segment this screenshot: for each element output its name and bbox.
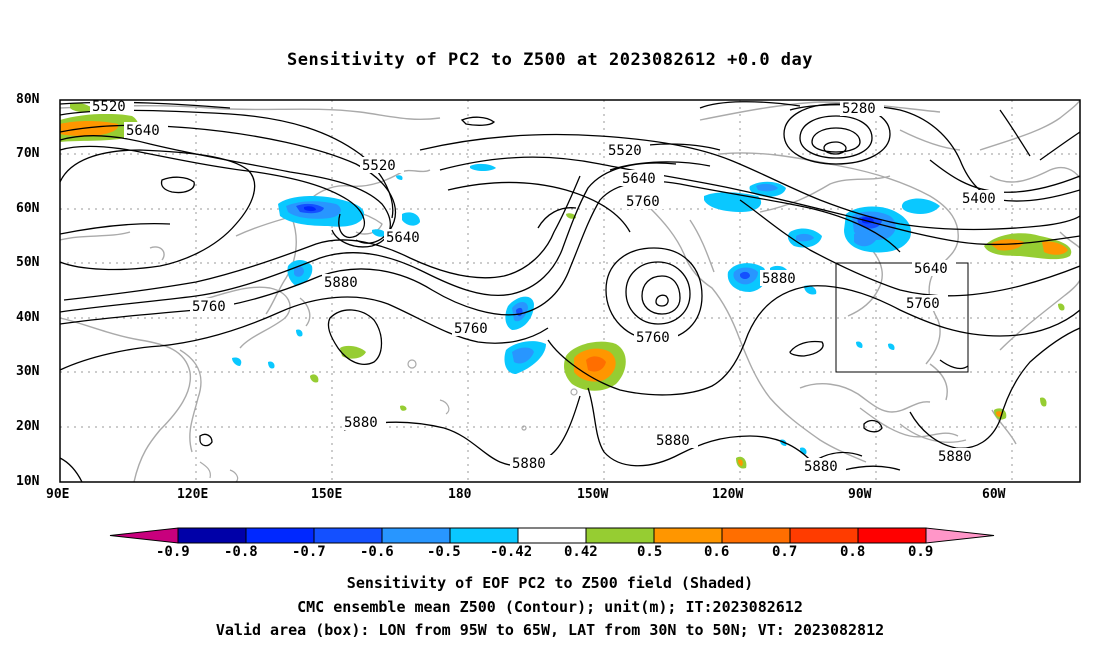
colorbar-label: -0.6 [360, 544, 394, 560]
contour-label: 5760 [192, 299, 226, 315]
map-gridlines [60, 100, 1080, 482]
positive-sensitivity-area-north-pacific [564, 341, 626, 391]
contour-label: 5880 [804, 459, 838, 475]
colorbar-arrow-low [109, 527, 179, 544]
positive-sensitivity-area-minor [310, 213, 1065, 469]
colorbar-segment [313, 527, 383, 544]
colorbar-label: 0.7 [772, 544, 798, 560]
contour-label: 5520 [362, 158, 396, 174]
colorbar-segment [517, 527, 587, 544]
colorbar-label: 0.6 [704, 544, 730, 560]
contour-label: 5760 [636, 330, 670, 346]
map-frame [59, 99, 1081, 483]
contour-label: 5520 [92, 99, 126, 115]
lon-label-90w: 90W [848, 487, 872, 502]
caption-line-1: Sensitivity of EOF PC2 to Z500 field (Sh… [346, 574, 754, 592]
colorbar-label: -0.9 [156, 544, 190, 560]
colorbar-label: -0.42 [490, 544, 533, 560]
lat-label-80n: 80N [16, 92, 40, 107]
colorbar-label: 0.42 [564, 544, 598, 560]
colorbar-label: -0.5 [427, 544, 461, 560]
lon-label-180: 180 [448, 487, 472, 502]
lat-label-70n: 70N [16, 146, 40, 161]
contour-label: 5880 [512, 456, 546, 472]
coastlines [60, 100, 1080, 482]
positive-sensitivity-area-atlantic [984, 233, 1072, 260]
contour-label: 5640 [126, 123, 160, 139]
negative-sensitivity-area-west-coast [727, 263, 817, 295]
lon-label-120w: 120W [712, 487, 744, 502]
contour-label: 5760 [906, 296, 940, 312]
lat-label-40n: 40N [16, 310, 40, 325]
lat-label-30n: 30N [16, 364, 40, 379]
negative-sensitivity-area-hudson [844, 198, 940, 253]
colorbar-segment [789, 527, 859, 544]
lon-label-150w: 150W [577, 487, 609, 502]
colorbar-label: 0.8 [840, 544, 866, 560]
colorbar-label: 0.9 [908, 544, 934, 560]
lat-label-10n: 10N [16, 474, 40, 489]
caption-line-2: CMC ensemble mean Z500 (Contour); unit(m… [297, 598, 803, 616]
contour-label: 5760 [454, 321, 488, 337]
contour-label: 5880 [762, 271, 796, 287]
positive-sensitivity-area-siberia [60, 103, 139, 142]
contour-label: 5880 [656, 433, 690, 449]
colorbar-segment [585, 527, 655, 544]
colorbar-segment [857, 527, 927, 544]
colorbar-segment [245, 527, 315, 544]
contour-label: 5280 [842, 101, 876, 117]
colorbar-segment [721, 527, 791, 544]
lon-label-90e: 90E [46, 487, 70, 502]
contour-label: 5640 [914, 261, 948, 277]
negative-sensitivity-area-canada [704, 181, 822, 248]
negative-sensitivity-area-japan [232, 260, 313, 369]
colorbar-label: -0.7 [292, 544, 326, 560]
contour-labels: 5520 5640 5520 5640 5760 5880 5760 5520 … [90, 99, 1004, 475]
negative-sensitivity-area-central-pacific [504, 296, 546, 374]
contour-label: 5880 [324, 275, 358, 291]
lat-label-50n: 50N [16, 255, 40, 270]
contour-label: 5640 [622, 171, 656, 187]
z500-contours [60, 101, 1080, 482]
map-title: Sensitivity of PC2 to Z500 at 2023082612… [286, 50, 813, 70]
contour-label: 5400 [962, 191, 996, 207]
lat-label-60n: 60N [16, 201, 40, 216]
lon-label-60w: 60W [982, 487, 1006, 502]
colorbar-label: 0.5 [637, 544, 663, 560]
valid-area-box [835, 262, 969, 373]
negative-sensitivity-area-kamchatka [278, 196, 365, 227]
colorbar-arrow-high [925, 527, 995, 544]
lon-label-120e: 120E [177, 487, 209, 502]
lat-label-20n: 20N [16, 419, 40, 434]
contour-label: 5880 [344, 415, 378, 431]
contour-label: 5520 [608, 143, 642, 159]
colorbar-segment [653, 527, 723, 544]
caption-line-3: Valid area (box): LON from 95W to 65W, L… [215, 621, 885, 639]
colorbar-segment [449, 527, 519, 544]
colorbar-segment [381, 527, 451, 544]
contour-label: 5760 [626, 194, 660, 210]
contour-label: 5640 [386, 230, 420, 246]
colorbar [109, 527, 995, 544]
negative-sensitivity-area-aleutian [372, 212, 420, 237]
colorbar-label: -0.8 [224, 544, 258, 560]
lon-label-150e: 150E [311, 487, 343, 502]
colorbar-segment [177, 527, 247, 544]
contour-label: 5880 [938, 449, 972, 465]
sensitivity-shading [60, 103, 1072, 469]
